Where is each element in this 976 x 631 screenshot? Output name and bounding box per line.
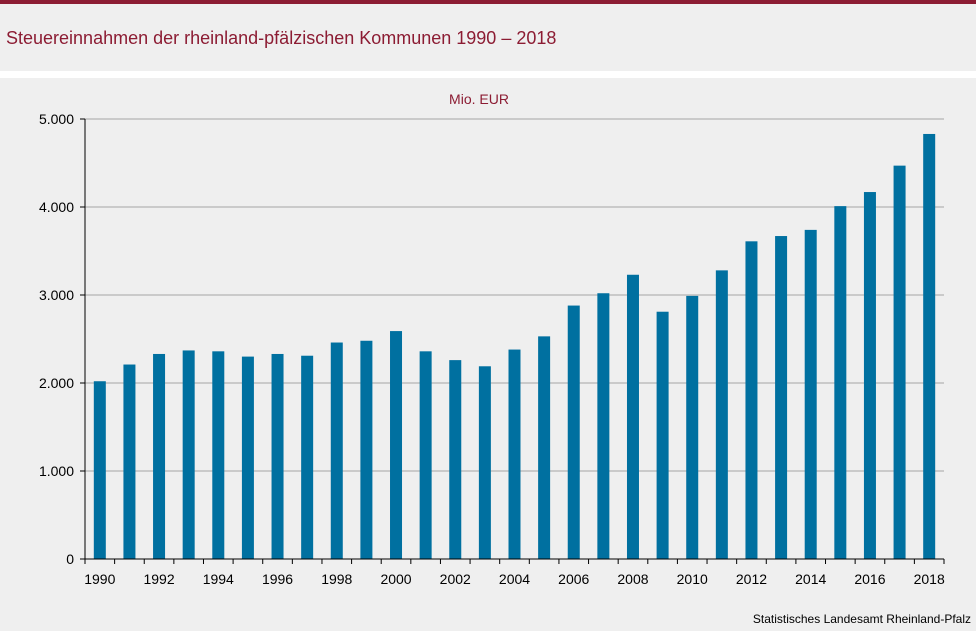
x-tick-label: 2018 xyxy=(914,571,945,587)
y-tick-label: 1.000 xyxy=(39,463,74,479)
x-tick-label: 2012 xyxy=(736,571,767,587)
bar-2004 xyxy=(508,349,521,559)
bar-1999 xyxy=(360,340,373,559)
x-tick-label: 2002 xyxy=(440,571,471,587)
y-tick-label: 4.000 xyxy=(39,199,74,215)
bar-2008 xyxy=(626,274,639,559)
bar-1998 xyxy=(330,342,343,559)
bar-1991 xyxy=(123,364,136,559)
y-tick-label: 2.000 xyxy=(39,375,74,391)
bar-1997 xyxy=(301,355,314,559)
bar-2012 xyxy=(745,241,758,559)
bar-1996 xyxy=(271,353,284,559)
x-tick-label: 1996 xyxy=(262,571,293,587)
x-tick-label: 1998 xyxy=(321,571,352,587)
x-tick-label: 1990 xyxy=(84,571,115,587)
bar-1992 xyxy=(153,353,166,559)
y-tick-label: 5.000 xyxy=(39,111,74,127)
y-axis-tick-labels: 0 1.000 2.000 3.000 4.000 5.000 xyxy=(39,111,74,567)
y-tick-label: 3.000 xyxy=(39,287,74,303)
bar-2003 xyxy=(478,366,491,559)
x-tick-label: 2008 xyxy=(617,571,648,587)
y-axis-unit-label: Mio. EUR xyxy=(449,91,509,107)
bar-1994 xyxy=(212,351,225,559)
bar-1990 xyxy=(93,381,106,559)
bar-2006 xyxy=(567,305,580,559)
x-tick-label: 1992 xyxy=(143,571,174,587)
chart-title: Steuereinnahmen der rheinland-pfälzische… xyxy=(6,28,557,48)
bar-2005 xyxy=(538,336,551,559)
bar-2015 xyxy=(834,206,847,559)
bar-2010 xyxy=(686,295,699,559)
x-tick-label: 2016 xyxy=(854,571,885,587)
bar-2001 xyxy=(419,351,432,559)
header-separator xyxy=(0,71,976,78)
bar-2009 xyxy=(656,311,669,559)
bars xyxy=(93,133,936,560)
x-tick-label: 1994 xyxy=(203,571,234,587)
bar-2011 xyxy=(715,270,728,559)
y-tick-label: 0 xyxy=(66,551,74,567)
bar-2013 xyxy=(775,236,788,560)
bar-2002 xyxy=(449,360,462,559)
top-accent-rule xyxy=(0,0,976,4)
bar-2018 xyxy=(923,133,936,559)
x-axis-tick-labels: 1990 1992 1994 1996 1998 2000 2002 2004 2006 2008… xyxy=(84,571,945,587)
bar-2016 xyxy=(863,192,876,560)
x-tick-label: 2000 xyxy=(380,571,411,587)
x-tick-label: 2014 xyxy=(795,571,826,587)
x-tick-label: 2006 xyxy=(558,571,589,587)
bar-1993 xyxy=(182,350,195,559)
bar-1995 xyxy=(241,356,254,559)
source-label: Statistisches Landesamt Rheinland-Pfalz xyxy=(752,612,971,626)
bar-2000 xyxy=(390,331,403,559)
x-tick-label: 2004 xyxy=(499,571,530,587)
bar-2014 xyxy=(804,229,817,559)
axes xyxy=(84,119,945,564)
x-tick-label: 2010 xyxy=(677,571,708,587)
bar-2007 xyxy=(597,293,610,559)
bar-2017 xyxy=(893,165,906,559)
